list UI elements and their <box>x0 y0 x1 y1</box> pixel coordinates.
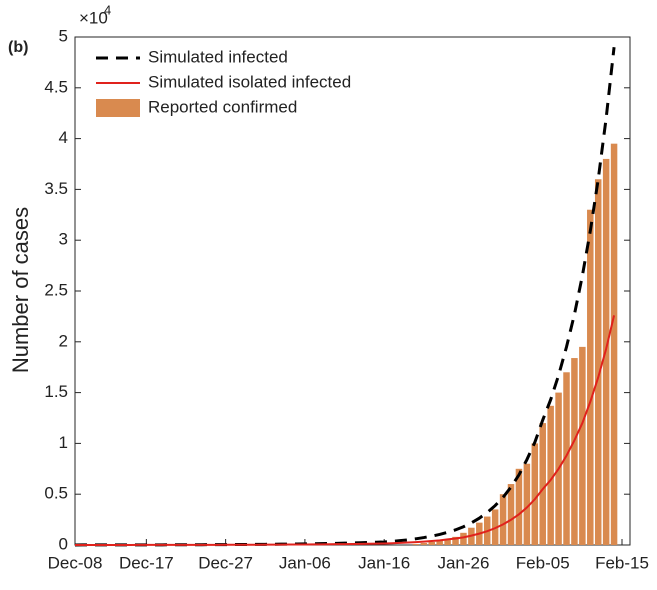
legend-label: Simulated infected <box>148 47 288 66</box>
bar <box>452 536 459 545</box>
bar <box>507 484 515 545</box>
y-axis-label: Number of cases <box>8 207 33 373</box>
bar <box>412 543 420 545</box>
y-tick-label: 3 <box>59 230 68 249</box>
bar <box>531 443 539 545</box>
x-tick-label: Jan-16 <box>358 553 410 572</box>
y-tick-label: 2 <box>59 331 68 350</box>
bar <box>444 539 451 545</box>
y-tick-label: 2.5 <box>44 280 68 299</box>
y-tick-label: 4 <box>59 128 68 147</box>
y-tick-label: 5 <box>59 26 68 45</box>
bar <box>610 143 618 545</box>
x-tick-label: Jan-26 <box>437 553 489 572</box>
panel-label: (b) <box>8 39 28 56</box>
y-tick-label: 3.5 <box>44 179 68 198</box>
bar <box>539 423 546 545</box>
bar <box>523 463 531 545</box>
y-tick-label: 0 <box>59 534 68 553</box>
y-tick-label: 4.5 <box>44 77 68 96</box>
x-tick-label: Feb-05 <box>516 553 570 572</box>
bar <box>420 542 428 545</box>
bar <box>460 532 467 545</box>
x-tick-label: Dec-17 <box>119 553 174 572</box>
bar <box>515 468 523 545</box>
bar <box>499 494 507 545</box>
y-tick-label: 1.5 <box>44 382 68 401</box>
y-tick-label: 0.5 <box>44 484 68 503</box>
legend-label: Simulated isolated infected <box>148 72 351 91</box>
bar <box>436 540 443 545</box>
bar <box>571 358 578 545</box>
bar <box>579 346 586 545</box>
x-tick-label: Jan-06 <box>279 553 331 572</box>
bar <box>428 541 435 545</box>
bar <box>563 372 570 545</box>
y-scale-exponent: 4 <box>104 2 111 17</box>
legend-label: Reported confirmed <box>148 97 297 116</box>
bar <box>547 405 554 545</box>
x-tick-label: Dec-08 <box>48 553 103 572</box>
y-tick-label: 1 <box>59 433 68 452</box>
bar <box>594 179 602 546</box>
y-scale-base: ×10 <box>79 8 108 27</box>
legend-swatch <box>96 99 140 117</box>
x-tick-label: Feb-15 <box>595 553 649 572</box>
line <box>75 315 616 546</box>
x-tick-label: Dec-27 <box>198 553 253 572</box>
bar <box>587 209 594 545</box>
